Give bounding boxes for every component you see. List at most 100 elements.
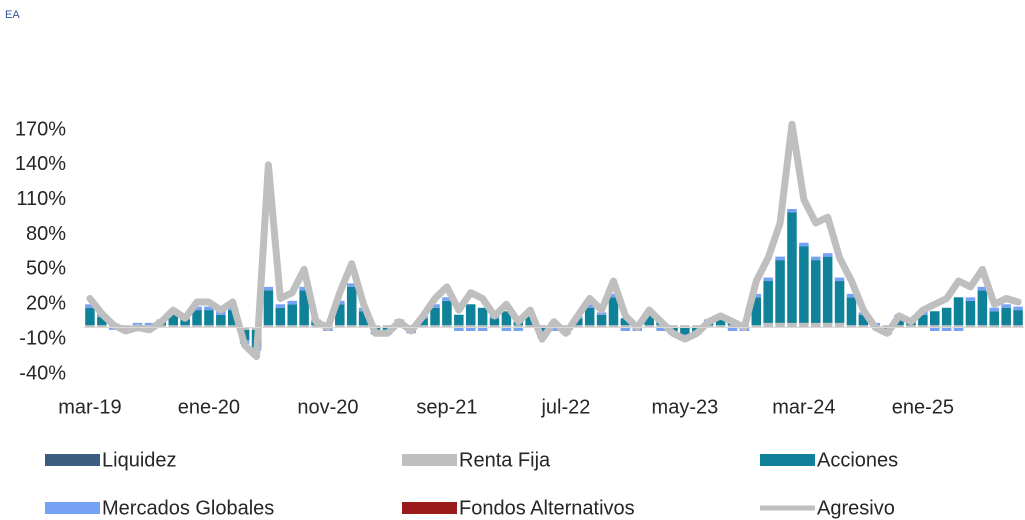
bar-segment: [227, 310, 238, 326]
bar-segment: [727, 327, 738, 332]
bar-segment: [85, 304, 95, 308]
bar-segment: [822, 256, 833, 323]
bar-segment: [299, 286, 309, 291]
bar-segment: [501, 311, 512, 326]
bar-segment: [525, 325, 535, 328]
legend-swatch: [402, 454, 457, 466]
bar-segment: [834, 322, 845, 328]
x-tick-label: mar-24: [772, 396, 835, 418]
bar-segment: [418, 325, 428, 328]
bar-segment: [1013, 325, 1023, 328]
bar-segment: [680, 325, 690, 328]
bar-segment: [430, 307, 440, 326]
bar-segment: [763, 322, 773, 328]
y-tick-label: -40%: [19, 362, 66, 384]
bar-segment: [430, 325, 440, 328]
bar-segment: [1001, 304, 1011, 308]
bar-segment: [584, 304, 595, 308]
bar-segment: [715, 325, 726, 328]
bar-segment: [894, 325, 904, 328]
bar-segment: [811, 322, 821, 328]
bar-segment: [549, 327, 559, 332]
bar-segment: [584, 325, 595, 328]
bar-segment: [477, 327, 488, 332]
bar-segment: [941, 307, 952, 326]
bar-segment: [751, 325, 762, 328]
bar-segment: [156, 325, 167, 328]
bar-segment: [953, 325, 964, 328]
legend-swatch: [45, 502, 100, 514]
bar-segment: [775, 256, 785, 261]
bar-segment: [715, 318, 726, 326]
x-tick-label: ene-25: [892, 396, 954, 418]
y-tick-label: 110%: [16, 188, 66, 210]
bar-segment: [989, 325, 1000, 328]
bar-segment: [287, 325, 297, 328]
legend-label: Liquidez: [102, 449, 177, 471]
bar-segment: [751, 297, 762, 326]
bar-segment: [596, 325, 607, 328]
y-tick-label: -10%: [19, 327, 66, 349]
bar-segment: [763, 281, 773, 323]
bar-segment: [775, 322, 785, 328]
bar-segment: [763, 277, 773, 282]
bar-segment: [263, 286, 274, 291]
bar-segment: [918, 325, 928, 328]
bar-segment: [180, 325, 190, 328]
bar-segment: [97, 325, 107, 328]
bar-segment: [608, 325, 619, 328]
y-tick-label: 20%: [26, 293, 66, 315]
bar-segment: [811, 256, 821, 261]
bar-segment: [216, 314, 226, 326]
bar-segment: [644, 325, 654, 328]
x-tick-label: jul-22: [540, 396, 590, 418]
bar-segment: [477, 325, 488, 328]
bar-segment: [287, 304, 297, 326]
x-tick-label: mar-19: [58, 396, 121, 418]
bar-segment: [489, 325, 500, 328]
bar-segment: [799, 322, 809, 328]
bar-segment: [216, 325, 226, 328]
bar-segment: [965, 325, 976, 328]
bar-segment: [358, 325, 369, 328]
bar-segment: [941, 327, 952, 332]
bar-segment: [977, 290, 988, 326]
bar-segment: [846, 293, 857, 298]
bar-segment: [822, 322, 833, 328]
bar-segment: [858, 314, 869, 326]
bar-segment: [620, 327, 631, 332]
bar-segment: [644, 314, 654, 326]
bar-segment: [965, 297, 976, 301]
bar-segment: [513, 325, 524, 328]
bar-segment: [454, 314, 464, 326]
bar-segment: [85, 307, 95, 326]
bar-segment: [275, 307, 286, 326]
y-tick-label: 170%: [15, 118, 66, 140]
bar-segment: [787, 212, 797, 323]
bar-segment: [239, 327, 250, 330]
bar-segment: [620, 325, 631, 328]
bar-segment: [834, 277, 845, 282]
bar-segment: [442, 325, 452, 328]
bar-segment: [299, 290, 309, 326]
bar-segment: [454, 327, 464, 332]
bar-segment: [930, 327, 940, 332]
bar-segment: [930, 325, 940, 328]
bar-segment: [751, 293, 762, 298]
bar-segment: [180, 319, 190, 326]
bar-segment: [692, 325, 702, 328]
bar-segment: [204, 306, 214, 311]
bar-segment: [275, 304, 286, 308]
bar-segment: [97, 317, 107, 326]
bar-segment: [525, 314, 535, 326]
bar-segment: [287, 300, 297, 305]
bar-segment: [204, 325, 214, 328]
bar-segment: [584, 307, 595, 326]
bar-segment: [799, 246, 809, 323]
bar-segment: [85, 325, 95, 328]
bar-segment: [846, 297, 857, 326]
y-tick-label: 80%: [26, 223, 66, 245]
x-tick-label: ene-20: [178, 396, 240, 418]
bar-segment: [918, 314, 928, 326]
bar-segment: [680, 327, 690, 335]
